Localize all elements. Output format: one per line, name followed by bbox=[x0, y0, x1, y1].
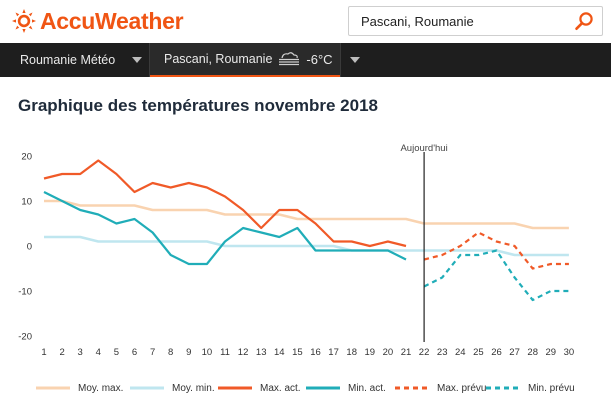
x-tick-label: 23 bbox=[437, 347, 448, 358]
x-tick-label: 8 bbox=[168, 347, 173, 358]
x-tick-label: 1 bbox=[41, 347, 46, 358]
logo-text: AccuWeather bbox=[40, 7, 184, 34]
x-tick-label: 26 bbox=[491, 347, 502, 358]
x-tick-label: 9 bbox=[186, 347, 191, 358]
legend-label: Min. act. bbox=[348, 382, 386, 394]
x-tick-label: 24 bbox=[455, 347, 466, 358]
legend-item[interactable]: Moy. max. bbox=[36, 380, 123, 396]
x-tick-label: 11 bbox=[220, 347, 230, 358]
legend-swatch bbox=[486, 386, 520, 390]
series-line-moy-min bbox=[44, 235, 569, 257]
series-line-max-prevu bbox=[423, 231, 569, 270]
x-tick-label: 5 bbox=[114, 347, 119, 358]
fog-icon bbox=[279, 52, 300, 66]
legend-swatch bbox=[306, 386, 340, 390]
legend-label: Max. prévu bbox=[437, 382, 487, 394]
x-tick-label: 28 bbox=[527, 347, 538, 358]
x-tick-label: 18 bbox=[346, 347, 357, 358]
legend-item[interactable]: Max. act. bbox=[218, 380, 301, 396]
legend-swatch bbox=[218, 386, 252, 390]
x-tick-label: 22 bbox=[419, 347, 430, 358]
nav-divider bbox=[149, 43, 150, 77]
x-tick-label: 4 bbox=[96, 347, 101, 358]
search-icon[interactable] bbox=[574, 11, 594, 31]
sun-logo-icon bbox=[12, 9, 36, 33]
nav-item-country[interactable]: Roumanie Météo bbox=[0, 43, 123, 77]
x-tick-label: 3 bbox=[78, 347, 83, 358]
search-input[interactable] bbox=[350, 8, 568, 34]
legend-swatch bbox=[395, 386, 429, 390]
today-label: Aujourd'hui bbox=[400, 143, 447, 154]
page-title: Graphique des températures novembre 2018 bbox=[18, 96, 378, 115]
x-tick-label: 15 bbox=[292, 347, 303, 358]
x-tick-label: 25 bbox=[473, 347, 484, 358]
chevron-down-icon bbox=[131, 57, 142, 63]
x-tick-label: 14 bbox=[274, 347, 285, 358]
x-tick-label: 30 bbox=[564, 347, 575, 358]
legend-item[interactable]: Min. act. bbox=[306, 380, 386, 396]
x-tick-label: 29 bbox=[546, 347, 557, 358]
current-temperature: -6°C bbox=[306, 51, 333, 67]
chevron-down-icon bbox=[349, 57, 360, 63]
legend-item[interactable]: Moy. min. bbox=[130, 380, 215, 396]
y-tick-label: 20 bbox=[21, 152, 32, 163]
search-box[interactable] bbox=[348, 6, 603, 36]
x-tick-label: 17 bbox=[328, 347, 339, 358]
chart-legend: Moy. max. Moy. min. Max. act. Min. act. Max.… bbox=[0, 380, 611, 396]
series-line-moy-max bbox=[44, 199, 569, 230]
location-nav: Roumanie Météo Pascani, Roumanie -6°C bbox=[0, 43, 611, 77]
nav-item-city-label: Pascani, Roumanie bbox=[164, 52, 273, 66]
x-tick-label: 12 bbox=[238, 347, 249, 358]
legend-label: Max. act. bbox=[260, 382, 301, 394]
nav-item-city[interactable]: Pascani, Roumanie -6°C bbox=[150, 43, 340, 77]
legend-label: Moy. min. bbox=[172, 382, 215, 394]
x-tick-label: 20 bbox=[383, 347, 394, 358]
series-line-min-act bbox=[43, 191, 407, 266]
x-tick-label: 13 bbox=[256, 347, 267, 358]
x-tick-label: 27 bbox=[509, 347, 520, 358]
x-tick-label: 2 bbox=[59, 347, 64, 358]
x-tick-label: 21 bbox=[401, 347, 412, 358]
series-line-min-prevu bbox=[423, 249, 569, 302]
x-tick-label: 16 bbox=[310, 347, 321, 358]
x-tick-label: 19 bbox=[365, 347, 376, 358]
series-line-max-act bbox=[43, 159, 407, 248]
nav-divider bbox=[340, 43, 341, 77]
x-tick-label: 7 bbox=[150, 347, 155, 358]
y-tick-label: -10 bbox=[18, 287, 32, 298]
x-tick-label: 10 bbox=[202, 347, 213, 358]
legend-item[interactable]: Max. prévu bbox=[395, 380, 486, 396]
legend-label: Min. prévu bbox=[528, 382, 575, 394]
city-dropdown-toggle[interactable] bbox=[341, 43, 368, 77]
x-tick-label: 6 bbox=[132, 347, 137, 358]
y-tick-label: -20 bbox=[18, 332, 32, 343]
y-tick-label: 10 bbox=[21, 197, 32, 208]
y-tick-label: 0 bbox=[27, 242, 32, 253]
accuweather-logo[interactable]: AccuWeather bbox=[12, 6, 184, 36]
legend-item[interactable]: Min. prévu bbox=[486, 380, 575, 396]
nav-item-country-label: Roumanie Météo bbox=[20, 53, 116, 67]
top-header: AccuWeather bbox=[0, 0, 611, 42]
country-dropdown-toggle[interactable] bbox=[124, 43, 149, 77]
legend-label: Moy. max. bbox=[78, 382, 124, 394]
legend-swatch bbox=[36, 386, 70, 390]
legend-swatch bbox=[130, 386, 164, 390]
